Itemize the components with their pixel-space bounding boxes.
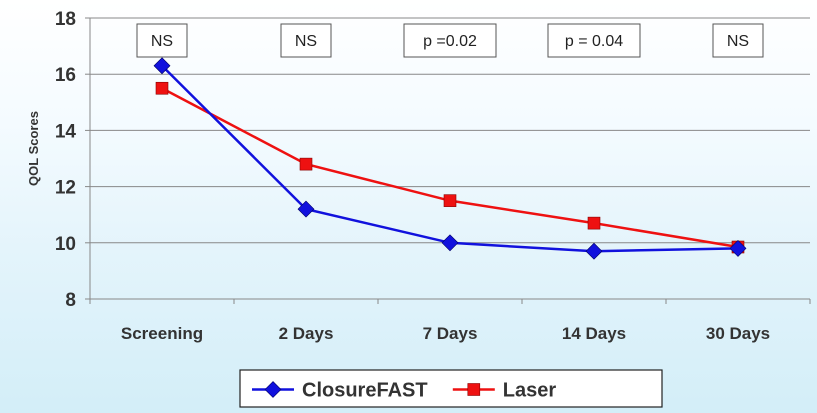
annotation-box: NS [280, 23, 332, 58]
square-point [587, 216, 601, 230]
annotation-box: p = 0.04 [547, 23, 641, 58]
axes [85, 17, 811, 304]
diamond-point [297, 200, 315, 218]
diamond-point [153, 57, 171, 75]
y-tick-label: 10 [55, 234, 76, 255]
series-closurefast [153, 57, 747, 260]
diamond-point [729, 239, 747, 257]
x-tick-label: 30 Days [706, 324, 770, 343]
annotation-box: NS [136, 23, 188, 58]
series-group [153, 57, 747, 260]
annotation-label: NS [151, 33, 173, 50]
square-point [467, 383, 481, 396]
annotation-label: p =0.02 [423, 33, 477, 50]
x-axis-ticks: Screening 2 Days 7 Days 14 Days 30 Days [121, 324, 770, 343]
y-tick-label: 8 [65, 290, 76, 311]
series-laser [155, 81, 745, 254]
y-axis-ticks: 8 10 12 14 16 18 [55, 9, 77, 311]
annotation-box: NS [712, 23, 764, 58]
diamond-point [441, 234, 459, 252]
significance-annotations: NS NS p =0.02 p = 0.04 NS [136, 23, 764, 58]
y-tick-label: 16 [55, 65, 76, 86]
x-tick-label: Screening [121, 324, 203, 343]
annotation-frame [547, 23, 641, 58]
y-tick-label: 12 [55, 178, 76, 199]
legend-label: Laser [503, 380, 557, 402]
y-tick-label: 14 [55, 121, 77, 142]
annotation-label: p = 0.04 [565, 33, 623, 50]
legend-frame [239, 369, 663, 408]
y-tick-label: 18 [55, 9, 76, 30]
x-tick-label: 14 Days [562, 324, 626, 343]
x-tick-label: 2 Days [279, 324, 334, 343]
series-line [161, 87, 739, 249]
diamond-point [264, 381, 282, 398]
series-line [161, 64, 739, 253]
legend-item-laser: Laser [452, 380, 557, 402]
legend: ClosureFAST Laser [239, 369, 663, 408]
annotation-box: p =0.02 [403, 23, 497, 58]
y-axis-label: QOL Scores [26, 111, 41, 186]
square-point [155, 81, 169, 95]
annotation-frame [403, 23, 497, 58]
annotation-frame [136, 23, 188, 58]
legend-label: ClosureFAST [302, 380, 428, 402]
annotation-frame [712, 23, 764, 58]
x-tick-label: 7 Days [423, 324, 478, 343]
square-point [299, 157, 313, 171]
diamond-point [585, 242, 603, 260]
annotation-label: NS [295, 33, 317, 50]
legend-item-closurefast: ClosureFAST [252, 380, 428, 402]
annotation-frame [280, 23, 332, 58]
square-point [443, 194, 457, 207]
grid-lines [90, 17, 810, 300]
annotation-label: NS [727, 33, 749, 50]
